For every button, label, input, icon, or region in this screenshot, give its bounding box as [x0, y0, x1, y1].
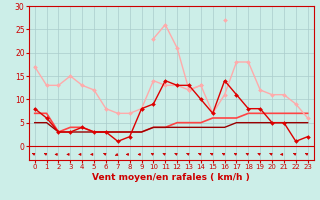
- X-axis label: Vent moyen/en rafales ( km/h ): Vent moyen/en rafales ( km/h ): [92, 173, 250, 182]
